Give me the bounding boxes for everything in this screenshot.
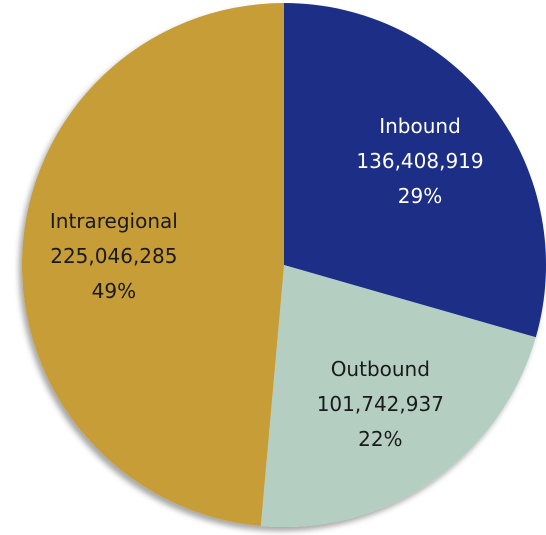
value-label: 225,046,285	[50, 244, 177, 268]
slice-label: Intraregional	[50, 209, 178, 233]
value-label: 101,742,937	[317, 392, 444, 416]
slice-label: Outbound	[331, 357, 430, 381]
percent-label: 22%	[358, 427, 402, 451]
value-label: 136,408,919	[356, 149, 483, 173]
pie-slice	[260, 265, 536, 527]
slice-label: Inbound	[379, 114, 461, 138]
pie-slice	[21, 2, 284, 526]
pie	[21, 2, 546, 527]
pie-slice	[284, 3, 546, 338]
percent-label: 29%	[398, 184, 442, 208]
percent-label: 49%	[92, 279, 136, 303]
